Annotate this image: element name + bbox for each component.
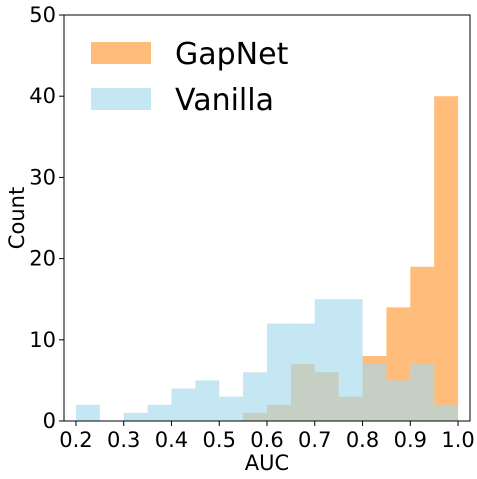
bar-vanilla-4 xyxy=(171,388,196,421)
x-tick-label: 0.8 xyxy=(346,428,379,452)
bar-vanilla-0 xyxy=(75,404,100,421)
legend-swatch-gapnet xyxy=(91,42,151,64)
y-tick-label: 0 xyxy=(43,409,56,433)
x-tick-label: 0.9 xyxy=(394,428,427,452)
x-tick-label: 0.4 xyxy=(155,428,188,452)
y-axis-ticks: 0 10 20 30 40 50 xyxy=(29,3,64,433)
legend-swatch-vanilla xyxy=(91,88,151,110)
bars-layer xyxy=(75,96,459,421)
legend: GapNet Vanilla xyxy=(91,37,289,118)
bar-vanilla-12 xyxy=(362,364,387,421)
x-axis-ticks: 0.2 0.3 0.4 0.5 0.6 0.7 0.8 0.9 1.0 xyxy=(59,421,475,452)
x-tick-label: 0.2 xyxy=(59,428,92,452)
bar-gapnet-15 xyxy=(434,96,459,421)
x-axis-label: AUC xyxy=(245,451,289,475)
y-tick-label: 20 xyxy=(29,247,56,271)
x-tick-label: 0.5 xyxy=(203,428,236,452)
y-tick-label: 40 xyxy=(29,84,56,108)
bar-vanilla-11 xyxy=(338,299,363,421)
y-tick-label: 50 xyxy=(29,3,56,27)
x-tick-label: 0.7 xyxy=(298,428,331,452)
x-tick-label: 0.6 xyxy=(250,428,283,452)
bar-vanilla-2 xyxy=(123,412,148,421)
legend-label-gapnet: GapNet xyxy=(175,37,289,72)
y-tick-label: 10 xyxy=(29,328,56,352)
bar-vanilla-15 xyxy=(434,404,459,421)
bar-vanilla-13 xyxy=(386,380,411,421)
y-tick-label: 30 xyxy=(29,165,56,189)
bar-vanilla-10 xyxy=(314,299,339,421)
bar-vanilla-9 xyxy=(290,323,315,421)
bar-vanilla-8 xyxy=(267,323,291,421)
bar-vanilla-3 xyxy=(147,404,172,421)
x-tick-label: 1.0 xyxy=(441,428,474,452)
bar-vanilla-14 xyxy=(410,364,435,421)
bar-vanilla-5 xyxy=(195,380,220,421)
legend-label-vanilla: Vanilla xyxy=(175,83,274,118)
bar-vanilla-6 xyxy=(219,396,244,421)
x-tick-label: 0.3 xyxy=(107,428,140,452)
bar-vanilla-7 xyxy=(243,372,267,421)
y-axis-label: Count xyxy=(5,187,29,249)
